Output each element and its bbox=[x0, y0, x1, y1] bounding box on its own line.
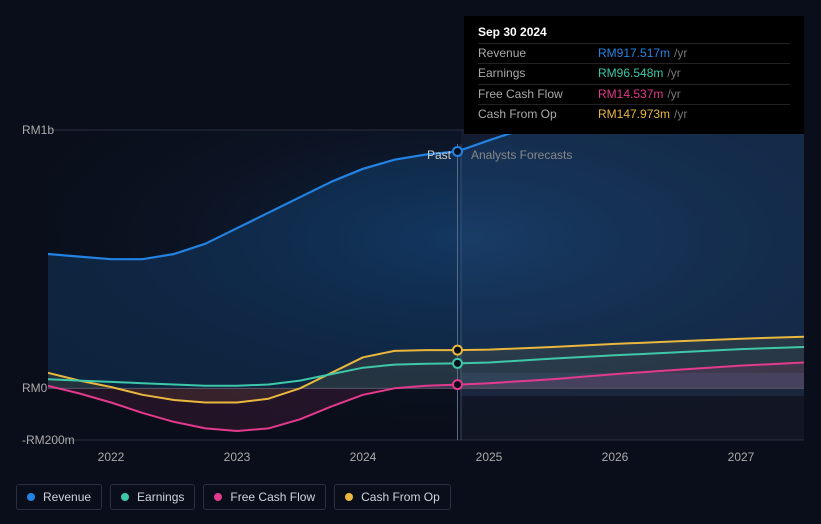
tooltip-row: RevenueRM917.517m/yr bbox=[478, 43, 790, 63]
legend-bar: Revenue Earnings Free Cash Flow Cash From O… bbox=[16, 484, 451, 510]
x-tick-label: 2024 bbox=[350, 450, 377, 464]
tooltip-panel: Sep 30 2024 RevenueRM917.517m/yrEarnings… bbox=[464, 16, 804, 134]
legend-dot-icon bbox=[27, 493, 35, 501]
legend-dot-icon bbox=[214, 493, 222, 501]
tooltip-row-label: Revenue bbox=[478, 47, 598, 60]
tooltip-row-suffix: /yr bbox=[667, 67, 680, 80]
tooltip-row-suffix: /yr bbox=[667, 88, 680, 101]
x-tick-label: 2023 bbox=[224, 450, 251, 464]
y-tick-label: RM0 bbox=[22, 381, 47, 395]
y-tick-label: -RM200m bbox=[22, 433, 75, 447]
tooltip-row-suffix: /yr bbox=[674, 108, 687, 121]
x-tick-label: 2025 bbox=[476, 450, 503, 464]
tooltip-row: Cash From OpRM147.973m/yr bbox=[478, 104, 790, 124]
legend-item[interactable]: Revenue bbox=[16, 484, 102, 510]
y-tick-label: RM1b bbox=[22, 123, 54, 137]
tooltip-row-value: RM96.548m bbox=[598, 67, 663, 80]
legend-dot-icon bbox=[121, 493, 129, 501]
legend-label: Earnings bbox=[137, 490, 184, 504]
past-label: Past bbox=[427, 148, 451, 162]
legend-item[interactable]: Earnings bbox=[110, 484, 195, 510]
x-tick-label: 2027 bbox=[728, 450, 755, 464]
tooltip-row-label: Earnings bbox=[478, 67, 598, 80]
tooltip-row: EarningsRM96.548m/yr bbox=[478, 63, 790, 83]
tooltip-date: Sep 30 2024 bbox=[478, 26, 790, 43]
forecast-label: Analysts Forecasts bbox=[471, 148, 572, 162]
tooltip-row-suffix: /yr bbox=[674, 47, 687, 60]
legend-label: Cash From Op bbox=[361, 490, 440, 504]
legend-label: Revenue bbox=[43, 490, 91, 504]
chart-container: RM1bRM0-RM200m 202220232024202520262027 … bbox=[0, 0, 821, 524]
legend-item[interactable]: Cash From Op bbox=[334, 484, 451, 510]
x-tick-label: 2022 bbox=[98, 450, 125, 464]
tooltip-row: Free Cash FlowRM14.537m/yr bbox=[478, 84, 790, 104]
legend-dot-icon bbox=[345, 493, 353, 501]
x-tick-label: 2026 bbox=[602, 450, 629, 464]
tooltip-row-label: Free Cash Flow bbox=[478, 88, 598, 101]
tooltip-row-value: RM147.973m bbox=[598, 108, 670, 121]
legend-item[interactable]: Free Cash Flow bbox=[203, 484, 326, 510]
tooltip-row-label: Cash From Op bbox=[478, 108, 598, 121]
legend-label: Free Cash Flow bbox=[230, 490, 315, 504]
tooltip-row-value: RM14.537m bbox=[598, 88, 663, 101]
tooltip-row-value: RM917.517m bbox=[598, 47, 670, 60]
